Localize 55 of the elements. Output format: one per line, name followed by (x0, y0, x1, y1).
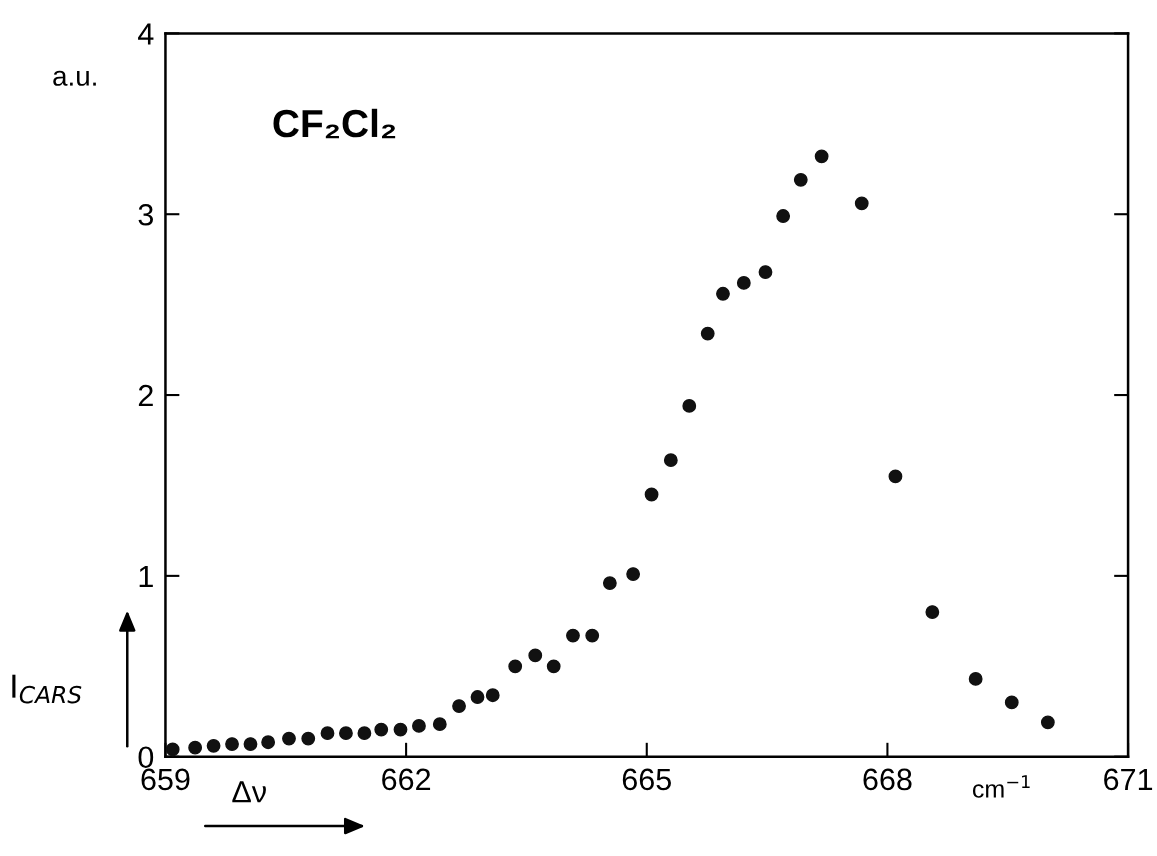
y-tick-label: 0 (138, 746, 154, 769)
point (470, 690, 485, 704)
annotation: CF₂Cl₂ (273, 108, 396, 139)
point (225, 737, 239, 751)
x-tick-label: 662 (382, 768, 431, 791)
point (854, 196, 869, 211)
point (412, 719, 426, 733)
point (566, 628, 580, 643)
x-tick-label: 665 (622, 768, 671, 791)
point (393, 722, 408, 737)
point (339, 726, 353, 741)
point (716, 286, 730, 301)
point (508, 659, 523, 674)
point (546, 659, 561, 674)
point (261, 735, 276, 750)
point (1040, 715, 1055, 730)
point (585, 628, 600, 643)
point (888, 469, 903, 484)
point (374, 722, 389, 737)
point (663, 453, 678, 468)
y-tick-label: 1 (139, 565, 153, 587)
x-tick-label: 659 (141, 768, 190, 791)
point (357, 726, 372, 741)
point (432, 717, 447, 732)
point (452, 699, 466, 713)
point (776, 209, 791, 223)
text: a.u. (53, 70, 96, 86)
point (485, 688, 500, 703)
y-tick-label: 2 (138, 384, 153, 407)
point (968, 672, 983, 686)
y-tick-label: 4 (138, 23, 154, 45)
point (1004, 695, 1019, 710)
point (243, 737, 258, 751)
point (700, 326, 715, 341)
point (626, 567, 641, 581)
x-tick-label: 671 (1104, 768, 1153, 791)
text: cm$^{−1}$ (972, 775, 1030, 798)
point (206, 738, 221, 753)
point (320, 726, 335, 741)
point (301, 731, 316, 746)
point (282, 731, 296, 746)
y-axis-title: I$_{CARS}$ (12, 674, 82, 704)
point (736, 276, 751, 290)
point (793, 172, 808, 187)
point (758, 265, 773, 279)
point (188, 740, 203, 755)
x-axis-title: Δν (232, 781, 266, 803)
point (814, 149, 829, 164)
point (644, 487, 659, 502)
x-tick-label: 668 (863, 768, 912, 791)
point (528, 648, 543, 663)
point (682, 398, 697, 413)
y-tick-label: 3 (138, 203, 153, 226)
point (925, 605, 940, 619)
point (602, 576, 617, 591)
